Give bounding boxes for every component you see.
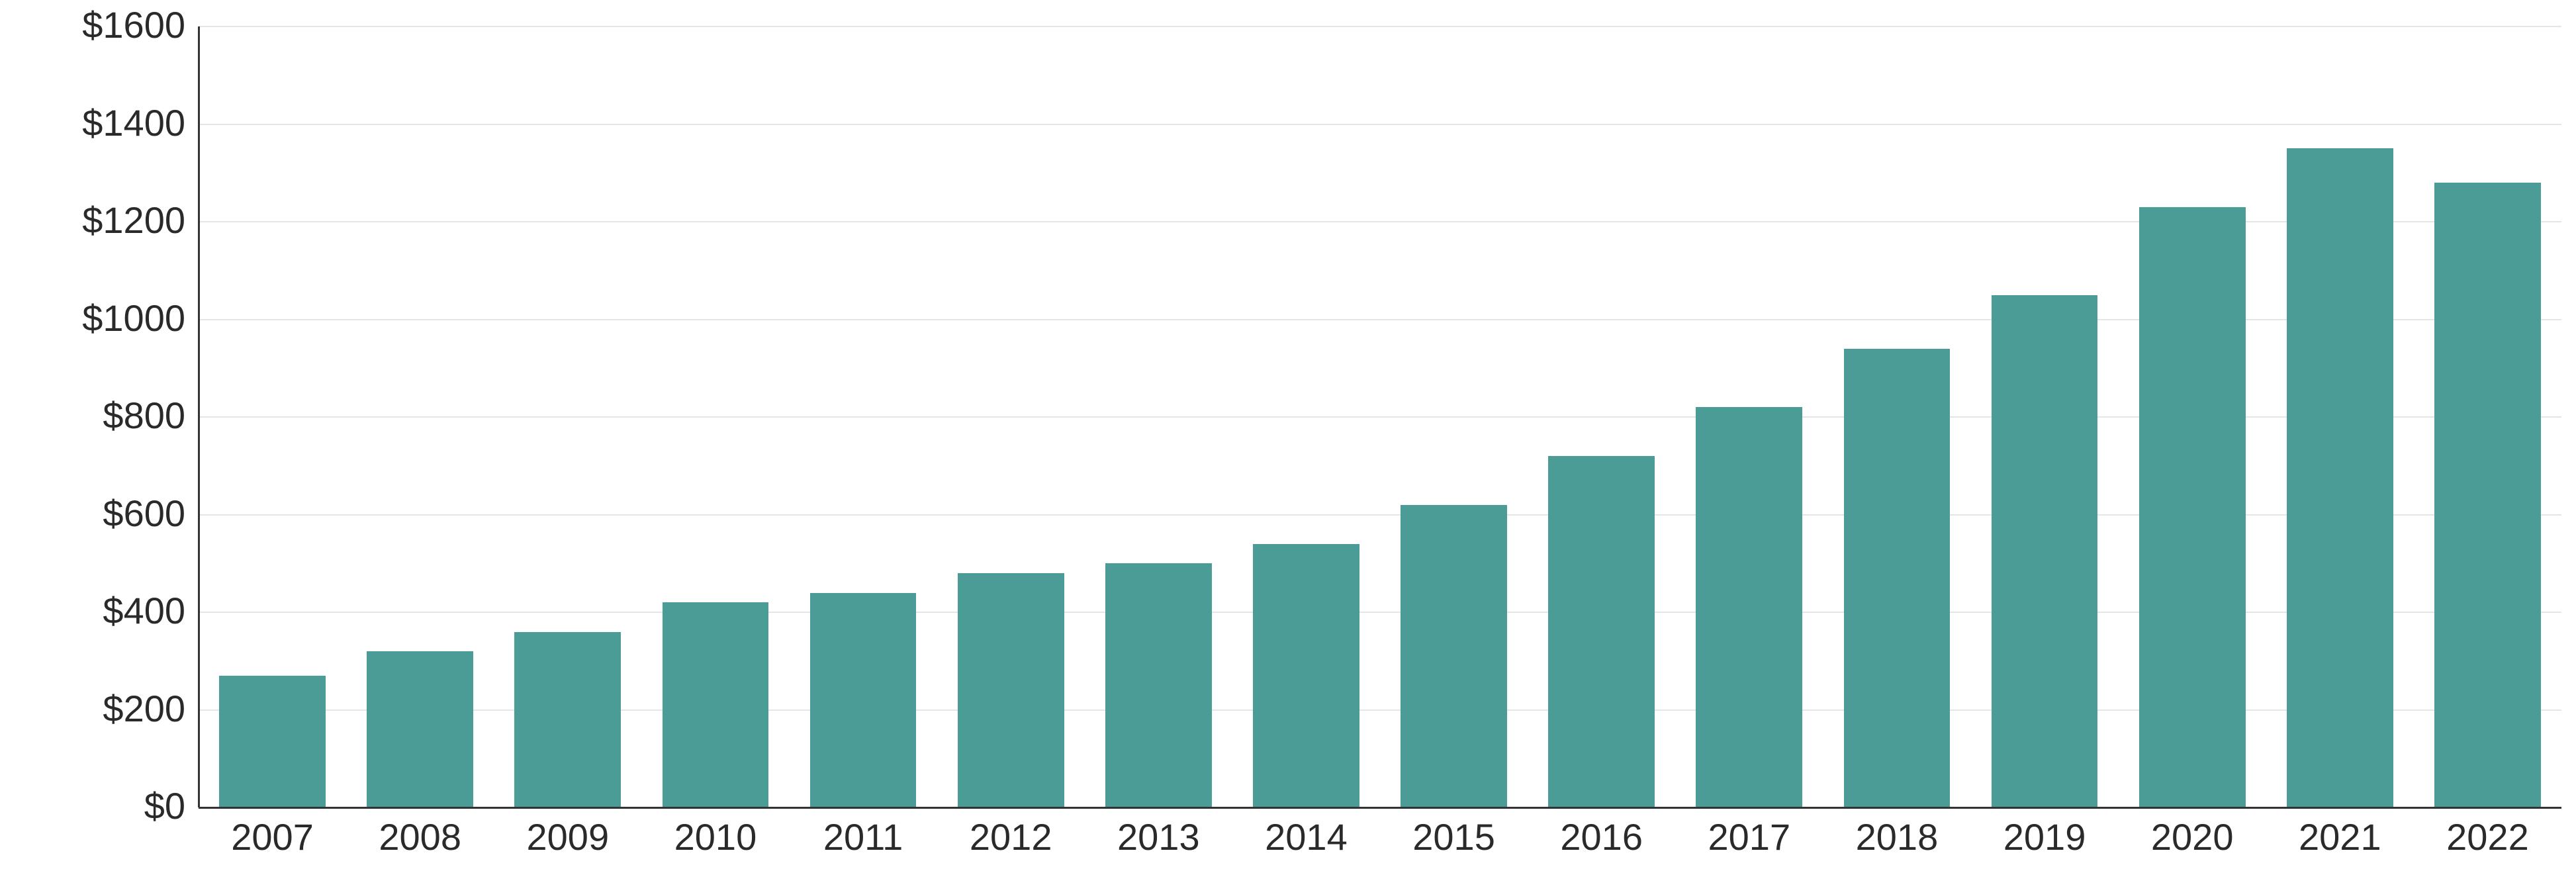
y-tick-label: $1400 [13, 101, 185, 144]
x-tick-label: 2022 [2414, 815, 2561, 858]
bar [1844, 349, 1951, 807]
bar [2434, 183, 2541, 807]
bar [810, 593, 917, 808]
y-tick-label: $1000 [13, 297, 185, 340]
x-tick-label: 2018 [1823, 815, 1970, 858]
x-tick-label: 2017 [1675, 815, 1823, 858]
bar [663, 602, 769, 807]
x-tick-label: 2012 [937, 815, 1085, 858]
grid-line [199, 124, 2561, 125]
y-tick-label: $1200 [13, 199, 185, 242]
x-tick-label: 2021 [2266, 815, 2414, 858]
x-tick-label: 2016 [1528, 815, 1675, 858]
x-tick-label: 2011 [790, 815, 937, 858]
x-tick-label: 2007 [199, 815, 346, 858]
bar [1401, 505, 1507, 807]
x-tick-label: 2019 [1971, 815, 2119, 858]
y-axis [198, 26, 200, 807]
bar [1992, 295, 2098, 807]
y-tick-label: $400 [13, 589, 185, 632]
y-tick-label: $0 [13, 784, 185, 827]
y-tick-label: $1600 [13, 3, 185, 46]
x-tick-label: 2013 [1085, 815, 1232, 858]
bar [1105, 563, 1212, 807]
x-tick-label: 2020 [2119, 815, 2266, 858]
y-tick-label: $600 [13, 492, 185, 535]
bar [514, 632, 621, 808]
y-tick-label: $800 [13, 394, 185, 437]
bar [367, 651, 473, 807]
bar [958, 573, 1064, 807]
x-tick-label: 2014 [1232, 815, 1380, 858]
bar [2139, 207, 2246, 807]
x-tick-label: 2015 [1380, 815, 1528, 858]
y-tick-label: $200 [13, 687, 185, 730]
bar [1548, 456, 1655, 807]
x-tick-label: 2008 [346, 815, 494, 858]
bar [219, 676, 326, 807]
bar [1696, 407, 1802, 807]
x-tick-label: 2010 [641, 815, 789, 858]
grid-line [199, 26, 2561, 27]
bar [1253, 544, 1359, 807]
bar [2287, 148, 2393, 807]
bar-chart: $0 $200 $400 $600 $800 $1000 $1200 $1400 $1600 20… [0, 0, 2576, 869]
x-tick-label: 2009 [494, 815, 641, 858]
